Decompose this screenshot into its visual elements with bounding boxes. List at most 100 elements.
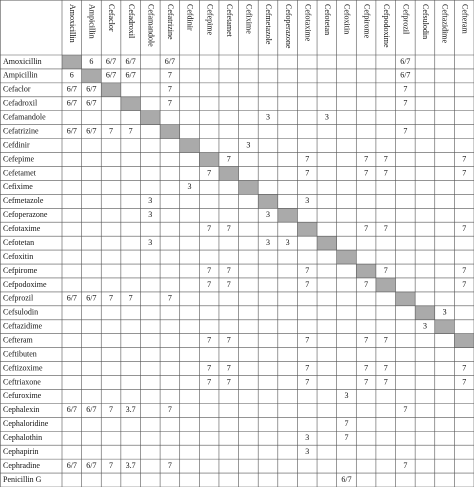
cell: 7: [207, 168, 211, 177]
cell: 3: [148, 210, 152, 219]
cell: 6/7: [106, 57, 116, 66]
diagonal-cell: [454, 333, 474, 348]
cell: 7: [109, 461, 113, 470]
row-label: Cefpodoxime: [3, 280, 47, 289]
cell: 7: [227, 224, 231, 233]
cell: 7: [384, 377, 388, 386]
row-label: Cefoxitin: [3, 252, 33, 261]
row-label: Ceftizoxime: [3, 363, 43, 372]
cell: 7: [403, 85, 407, 94]
cell: 6/7: [106, 71, 116, 80]
cell: 7: [227, 154, 231, 163]
column-header: Cefixime: [245, 4, 254, 34]
cell: 3: [148, 238, 152, 247]
diagonal-cell: [101, 82, 121, 97]
row-label: Cefprozil: [3, 294, 34, 303]
row-label: Cephaloridine: [3, 419, 49, 428]
cell: 6/7: [67, 405, 77, 414]
cell: 7: [207, 280, 211, 289]
column-header: Cefmetazole: [264, 4, 273, 45]
cell: 6/7: [86, 405, 96, 414]
row-label: Cephapirin: [3, 447, 39, 456]
cell: 3: [286, 238, 290, 247]
cell: 7: [168, 405, 172, 414]
cell: 7: [227, 280, 231, 289]
cell: 7: [227, 363, 231, 372]
cell: 6/7: [67, 126, 77, 135]
cell: 3: [305, 447, 309, 456]
column-header: Cefotetan: [323, 4, 332, 35]
column-header: Cefoperazone: [284, 4, 293, 49]
diagonal-cell: [434, 319, 455, 334]
cell: 7: [344, 419, 348, 428]
column-header: Cefpirome: [362, 4, 371, 39]
cell: 7: [364, 363, 368, 372]
row-label: Amoxicillin: [3, 57, 42, 66]
cell: 6/7: [67, 461, 77, 470]
cell: 3.7: [126, 405, 136, 414]
row-label: Cefotaxime: [3, 224, 41, 233]
row-label: Cefamandole: [3, 113, 46, 122]
column-header: Ampicillin: [88, 4, 97, 39]
column-header: Cefteram: [460, 4, 469, 35]
cell: 7: [462, 363, 466, 372]
cell: 3: [423, 322, 427, 331]
diagonal-cell: [179, 138, 200, 153]
cell: 6/7: [67, 294, 77, 303]
cell: 6/7: [67, 99, 77, 108]
diagonal-cell: [81, 68, 102, 83]
cell: 6: [70, 71, 74, 80]
cell: 6/7: [341, 475, 351, 484]
column-header: Cefaclor: [107, 4, 116, 32]
cell: 3.7: [126, 461, 136, 470]
cell: 7: [305, 280, 309, 289]
row-label: Ceftazidime: [3, 322, 43, 331]
cell: 7: [364, 280, 368, 289]
cell: 7: [384, 224, 388, 233]
cell: 6/7: [86, 85, 96, 94]
row-label: Ceftriaxone: [3, 377, 41, 386]
cell: 3: [305, 433, 309, 442]
cell: 7: [403, 405, 407, 414]
cell: 7: [364, 154, 368, 163]
cell: 7: [305, 363, 309, 372]
cell: 7: [109, 294, 113, 303]
column-header: Cefetamet: [225, 4, 234, 38]
cell: 7: [403, 99, 407, 108]
diagonal-cell: [218, 166, 239, 181]
cell: 6/7: [400, 57, 410, 66]
row-label: Penicillin G: [3, 475, 42, 484]
cell: 7: [109, 126, 113, 135]
cell: 3: [325, 113, 329, 122]
column-header: Cefprozil: [401, 4, 410, 35]
cell: 3: [246, 140, 250, 149]
diagonal-cell: [258, 194, 278, 209]
cell: 7: [168, 99, 172, 108]
cell: 3: [266, 238, 270, 247]
cell: 7: [227, 266, 231, 275]
cell: 3: [305, 196, 309, 205]
row-label: Cefadroxil: [3, 99, 38, 108]
diagonal-cell: [375, 277, 396, 292]
diagonal-cell: [62, 55, 82, 69]
row-label: Ceftibuten: [3, 349, 37, 358]
cell: 6/7: [67, 85, 77, 94]
cell: 6/7: [400, 71, 410, 80]
cell: 7: [403, 461, 407, 470]
cell: 7: [305, 336, 309, 345]
cell: 3: [266, 113, 270, 122]
cell: 7: [364, 336, 368, 345]
cell: 6/7: [86, 294, 96, 303]
row-label: Cefepime: [3, 154, 35, 163]
cell: 7: [227, 377, 231, 386]
column-header: Cefotaxime: [303, 4, 312, 42]
cell: 7: [207, 377, 211, 386]
cell: 3: [443, 308, 447, 317]
cell: 3: [148, 196, 152, 205]
cell: 6/7: [165, 57, 175, 66]
cell: 7: [462, 266, 466, 275]
cell: 7: [364, 168, 368, 177]
row-label: Cefmetazole: [3, 196, 44, 205]
cell: 6: [89, 57, 93, 66]
